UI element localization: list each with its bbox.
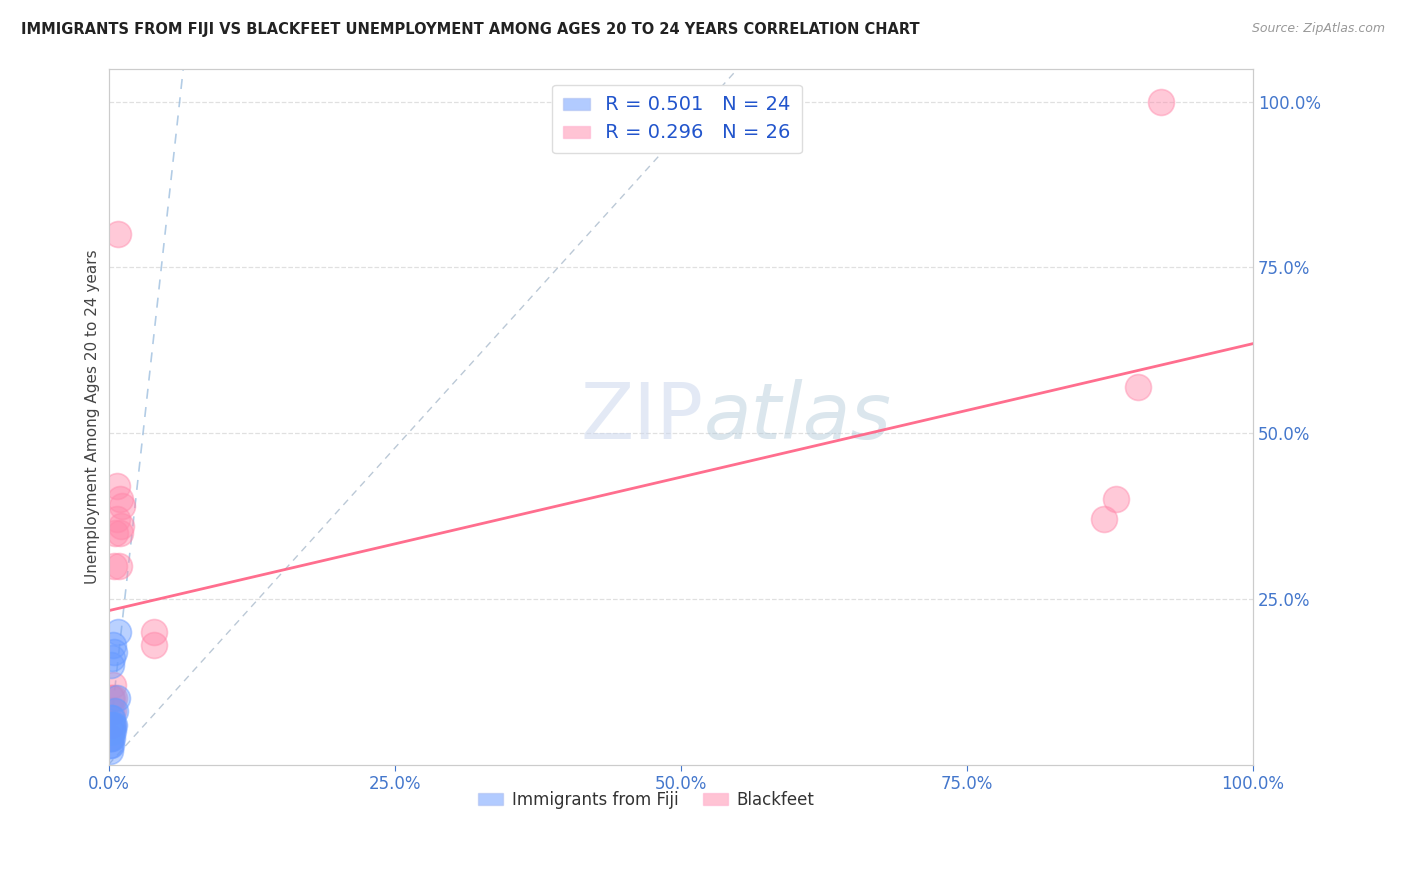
Point — [101, 651, 124, 665]
Point — [103, 645, 125, 659]
Point — [98, 724, 121, 739]
Point — [103, 705, 125, 719]
Point — [100, 705, 122, 719]
Point — [101, 724, 124, 739]
Point — [1104, 492, 1126, 507]
Point — [143, 624, 166, 639]
Point — [100, 717, 122, 731]
Point — [1092, 512, 1115, 526]
Text: IMMIGRANTS FROM FIJI VS BLACKFEET UNEMPLOYMENT AMONG AGES 20 TO 24 YEARS CORRELA: IMMIGRANTS FROM FIJI VS BLACKFEET UNEMPL… — [21, 22, 920, 37]
Point — [98, 731, 121, 745]
Point — [100, 724, 122, 739]
Point — [101, 717, 124, 731]
Point — [100, 738, 122, 752]
Point — [1150, 95, 1173, 109]
Point — [100, 658, 122, 673]
Point — [101, 717, 124, 731]
Point — [101, 711, 124, 725]
Point — [98, 738, 121, 752]
Point — [107, 624, 129, 639]
Point — [103, 678, 125, 692]
Point — [1128, 380, 1150, 394]
Text: Source: ZipAtlas.com: Source: ZipAtlas.com — [1251, 22, 1385, 36]
Point — [110, 519, 132, 533]
Point — [100, 691, 122, 706]
Point — [101, 731, 124, 745]
Point — [108, 525, 131, 540]
Point — [108, 558, 131, 573]
Point — [143, 638, 166, 652]
Point — [98, 717, 121, 731]
Legend: Immigrants from Fiji, Blackfeet: Immigrants from Fiji, Blackfeet — [471, 784, 821, 815]
Point — [103, 638, 125, 652]
Point — [98, 731, 121, 745]
Y-axis label: Unemployment Among Ages 20 to 24 years: Unemployment Among Ages 20 to 24 years — [86, 249, 100, 584]
Text: ZIP: ZIP — [581, 378, 703, 455]
Point — [105, 691, 128, 706]
Text: atlas: atlas — [703, 378, 891, 455]
Point — [103, 558, 125, 573]
Point — [103, 724, 125, 739]
Point — [105, 479, 128, 493]
Point — [104, 525, 127, 540]
Point — [101, 691, 124, 706]
Point — [103, 717, 125, 731]
Point — [103, 691, 125, 706]
Point — [100, 731, 122, 745]
Point — [107, 227, 129, 242]
Point — [100, 724, 122, 739]
Point — [100, 711, 122, 725]
Point — [98, 744, 121, 758]
Point — [105, 512, 128, 526]
Point — [111, 499, 134, 513]
Point — [98, 717, 121, 731]
Point — [108, 492, 131, 507]
Point — [104, 705, 127, 719]
Point — [103, 717, 125, 731]
